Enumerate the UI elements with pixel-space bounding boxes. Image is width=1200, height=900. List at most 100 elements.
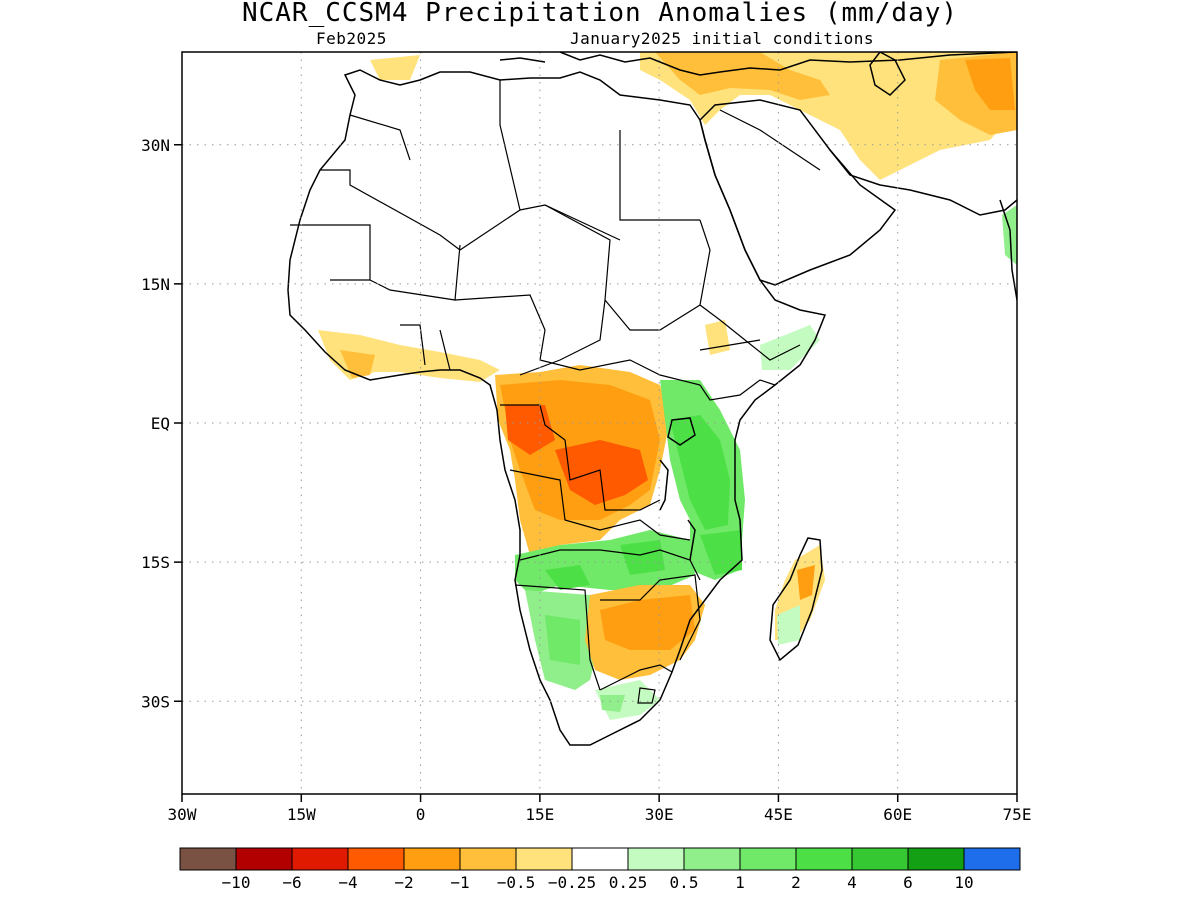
border-lesotho: [637, 687, 656, 704]
border-libya-egypt: [619, 130, 700, 221]
border-car: [539, 359, 701, 386]
legend-label: 4: [847, 873, 857, 892]
x-tick-label: 0: [416, 805, 426, 824]
y-tick-label: EQ: [151, 414, 170, 433]
med-north-coast: [559, 52, 1017, 76]
shade-morocco: [370, 55, 420, 80]
border-zambia: [519, 549, 701, 581]
legend-label: 6: [903, 873, 913, 892]
x-axis: 30W 15W 0 15E 30E 45E 60E 75E: [168, 794, 1032, 824]
x-tick-label: 45E: [764, 805, 793, 824]
shade-horn: [760, 325, 820, 370]
y-tick-label: 15N: [141, 275, 170, 294]
border-drc: [564, 439, 661, 511]
legend-swatch: [515, 847, 573, 871]
x-tick-label: 15W: [287, 805, 316, 824]
shade-mozambique-north: [700, 530, 742, 575]
legend-label: −4: [338, 873, 357, 892]
border-kenya-north: [699, 379, 776, 401]
border-algeria-libya: [499, 80, 521, 211]
legend-swatch: [291, 847, 349, 871]
lake-malawi: [687, 519, 696, 561]
legend-label: 10: [954, 873, 973, 892]
legend-label: −0.25: [548, 873, 596, 892]
shade-angola-south: [545, 565, 590, 590]
legend-swatch: [403, 847, 461, 871]
y-tick-label: 30N: [141, 136, 170, 155]
europe-coast: [499, 57, 546, 63]
border-gabon: [500, 404, 566, 441]
border-ethiopia: [699, 304, 801, 361]
legend-label: 2: [791, 873, 801, 892]
lake-tanganyika: [659, 459, 669, 511]
y-axis: 30N 15N EQ 15S 30S: [141, 136, 182, 711]
border-south-africa: [599, 664, 673, 691]
legend-label: 0.5: [670, 873, 699, 892]
x-tick-label: 30E: [645, 805, 674, 824]
legend-label: −0.5: [497, 873, 536, 892]
legend-label: −10: [222, 873, 251, 892]
shade-gabon: [505, 405, 555, 455]
border-namibia: [514, 584, 601, 691]
border-ghana: [400, 324, 426, 366]
legend-label: −2: [394, 873, 413, 892]
border-mauritania: [290, 224, 371, 281]
y-tick-label: 15S: [141, 553, 170, 572]
x-tick-label: 30W: [168, 805, 197, 824]
anomaly-shading: [318, 52, 1017, 720]
border-south-sudan: [699, 339, 761, 351]
legend-swatch: [739, 847, 797, 871]
shade-south-africa-core: [600, 695, 625, 712]
border-chad: [519, 204, 611, 376]
legend-swatch: [235, 847, 293, 871]
shade-zambia-core: [620, 540, 665, 575]
shade-east-med: [655, 52, 830, 100]
border-angola-zambia: [509, 469, 691, 541]
shade-drc-south: [555, 440, 648, 505]
shade-namibia-core: [545, 615, 580, 665]
color-legend: −10 −6 −4 −2 −1 −0.5 −0.25 0.25 0.5 1 2 4 6 10: [179, 847, 1021, 892]
legend-swatch: [683, 847, 741, 871]
legend-swatch: [963, 847, 1021, 871]
x-tick-label: 60E: [883, 805, 912, 824]
legend-label: 0.25: [609, 873, 648, 892]
chart-title: NCAR_CCSM4 Precipitation Anomalies (mm/d…: [241, 0, 959, 28]
border-sudan: [604, 219, 711, 331]
legend-swatch: [907, 847, 965, 871]
y-tick-label: 30S: [141, 692, 170, 711]
madagascar-coast: [769, 537, 823, 662]
x-tick-label: 75E: [1003, 805, 1032, 824]
shade-zimbabwe-core: [600, 595, 695, 650]
legend-swatch: [627, 847, 685, 871]
shade-iran-core: [965, 58, 1015, 110]
border-zimbabwe: [600, 574, 701, 661]
legend-label: −1: [450, 873, 469, 892]
shade-madagascar-south: [777, 605, 800, 645]
border-niger: [454, 294, 546, 361]
initial-conditions: January2025 initial conditions: [570, 29, 874, 48]
border-mali: [369, 244, 461, 301]
forecast-month: Feb2025: [316, 29, 387, 48]
border-sahara-north: [320, 169, 621, 251]
legend-swatch: [795, 847, 853, 871]
border-morocco: [349, 114, 411, 161]
coastlines: [287, 52, 1017, 746]
iran-coast: [829, 149, 1017, 216]
shade-west-africa-core: [340, 350, 375, 378]
legend-swatch: [851, 847, 909, 871]
legend-label: −6: [282, 873, 301, 892]
border-togo: [439, 329, 451, 371]
legend-label: 1: [735, 873, 745, 892]
legend-swatch: [571, 847, 629, 871]
lake-victoria: [667, 417, 696, 446]
x-tick-label: 15E: [525, 805, 554, 824]
legend-swatch: [347, 847, 405, 871]
legend-swatch: [459, 847, 517, 871]
legend-swatch: [179, 847, 237, 871]
shade-madagascar-core: [797, 565, 815, 600]
caspian-coast: [869, 52, 906, 96]
india-coast: [999, 199, 1017, 301]
country-borders: [290, 80, 821, 704]
shade-tanzania: [670, 415, 730, 530]
